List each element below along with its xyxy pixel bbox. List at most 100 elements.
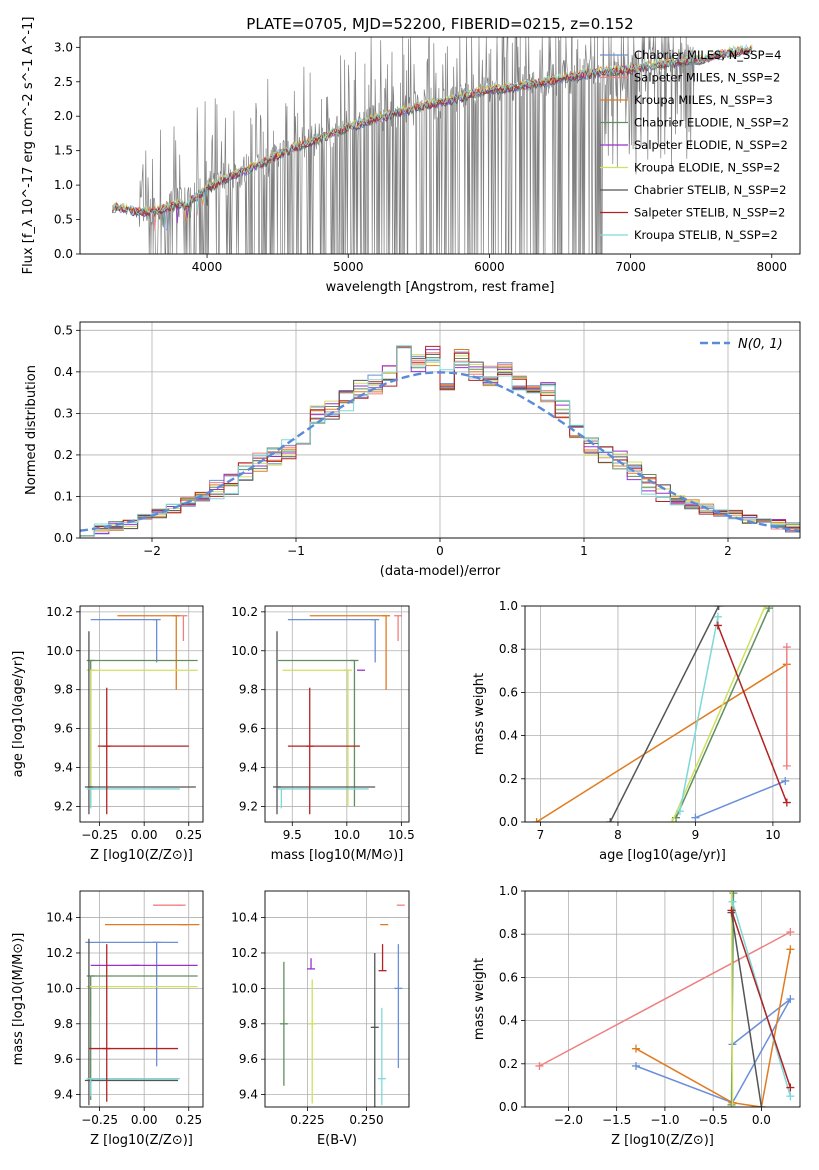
x-tick-label: −1.0 [650, 1113, 679, 1127]
y-tick-label: 10.4 [46, 911, 73, 925]
x-tick-label: 0.250 [349, 1113, 383, 1127]
y-tick-label: 9.4 [54, 761, 73, 775]
crosses [279, 904, 405, 1107]
x-axis-label: Z [log10(Z/Z⊙)] [611, 1133, 714, 1148]
axes-frame [79, 890, 204, 1108]
weight-marker [786, 928, 795, 937]
y-tick-label: 0.2 [499, 1057, 518, 1071]
y-axis-label: Normed distribution [24, 365, 39, 495]
legend-label: Chabrier ELODIE, N_SSP=2 [634, 116, 789, 130]
axes-frame [79, 321, 801, 539]
y-tick-label: 10.0 [231, 644, 258, 658]
y-tick-label: 1.0 [499, 884, 518, 898]
weight-marker [727, 906, 736, 915]
x-axis-label: (data-model)/error [380, 564, 501, 579]
weight-marker [727, 891, 736, 895]
figure-title: PLATE=0705, MJD=52200, FIBERID=0215, z=0… [246, 15, 633, 33]
x-tick-label: 9.5 [283, 828, 302, 842]
weight-line [635, 998, 792, 1104]
x-tick-label: 4000 [192, 260, 223, 274]
y-tick-label: 0.6 [499, 970, 518, 984]
weight-marker [532, 818, 541, 822]
model-line-7 [112, 46, 753, 217]
y-tick-label: 0.2 [499, 772, 518, 786]
weight-marker [782, 643, 791, 652]
x-tick-label: −0.25 [81, 828, 118, 842]
y-tick-label: 10.0 [231, 981, 258, 995]
x-tick-label: 0 [436, 544, 444, 558]
axes-mass-vs-EBV: 0.225 0.250 9.4 9.6 9.8 10.0 10.2 10.4 E(B-V) [231, 890, 410, 1148]
weight-marker [713, 621, 722, 630]
weight-marker [786, 1092, 795, 1101]
model-line-8 [112, 43, 753, 215]
axes-weight-vs-age: 7 8 9 10 0.0 0.2 0.4 0.6 0.8 1.0 age [log10(age/yr… [472, 599, 801, 863]
x-tick-label: 10.5 [388, 828, 415, 842]
y-tick-label: 9.6 [239, 1052, 258, 1066]
y-tick-label: 9.6 [239, 722, 258, 736]
axes-frame [524, 605, 801, 823]
legend-label: Chabrier STELIB, N_SSP=2 [634, 183, 786, 197]
x-tick-label: 1 [580, 544, 588, 558]
y-tick-label: 10.0 [46, 644, 73, 658]
x-tick-label: 6000 [474, 260, 505, 274]
y-tick-label: 0.0 [54, 531, 73, 545]
axes-weight-vs-Z: −2.0 −1.5 −1.0 −0.5 0.0 0.0 0.2 0.4 0.6 0.8 1.0 Z [… [472, 884, 801, 1148]
y-tick-label: 0.5 [54, 323, 73, 337]
weight-marker [786, 995, 795, 1003]
axes-frame [79, 36, 801, 255]
x-tick-label: −0.5 [699, 1113, 728, 1127]
y-tick-label: 1.0 [499, 599, 518, 613]
y-tick-label: 0.1 [54, 489, 73, 503]
y-tick-label: 10.2 [46, 946, 73, 960]
y-tick-label: 0.0 [499, 815, 518, 829]
y-tick-label: 10.2 [46, 605, 73, 619]
weight-lines [535, 891, 795, 1107]
y-tick-label: 9.4 [239, 761, 258, 775]
legend-label: Kroupa STELIB, N_SSP=2 [634, 228, 778, 242]
x-tick-label: −1 [287, 544, 305, 558]
x-tick-label: 10.0 [333, 828, 360, 842]
legend-label: N(0, 1) [738, 337, 783, 352]
crosses [84, 904, 200, 1106]
weight-marker [786, 1083, 795, 1092]
x-tick-label: 0.00 [131, 828, 158, 842]
y-tick-label: 0.4 [54, 365, 73, 379]
legend-label: Kroupa MILES, N_SSP=3 [634, 93, 773, 107]
x-axis-label: wavelength [Angstrom, rest frame] [326, 280, 555, 295]
y-tick-label: 10.4 [231, 911, 258, 925]
weight-line [730, 910, 792, 1088]
weight-line [675, 607, 770, 819]
y-tick-label: 2.5 [54, 75, 73, 89]
weight-marker [691, 813, 700, 822]
y-tick-label: 10.0 [46, 981, 73, 995]
x-tick-label: −0.25 [81, 1113, 118, 1127]
histogram-step-8 [80, 345, 800, 537]
legend: Chabrier MILES, N_SSP=4 Salpeter MILES, N… [600, 48, 789, 242]
x-tick-label: 0.225 [290, 1113, 324, 1127]
y-tick-label: 0.8 [499, 927, 518, 941]
y-tick-label: 9.6 [54, 722, 73, 736]
weight-marker [668, 818, 677, 822]
legend-label: Chabrier MILES, N_SSP=4 [634, 48, 781, 62]
legend-label: Kroupa ELODIE, N_SSP=2 [634, 161, 780, 175]
crosses [273, 615, 403, 815]
weight-marker [782, 798, 791, 807]
y-tick-label: 3.0 [54, 40, 73, 54]
weight-marker [782, 761, 791, 770]
legend-label: Salpeter MILES, N_SSP=2 [634, 71, 780, 85]
axes-frame [264, 890, 410, 1108]
y-tick-label: 0.4 [499, 1014, 518, 1028]
axes-frame [79, 605, 204, 823]
y-tick-label: 1.0 [54, 178, 73, 192]
x-tick-label: −2 [143, 544, 161, 558]
y-tick-label: 0.0 [54, 247, 73, 261]
legend-label: Salpeter STELIB, N_SSP=2 [634, 206, 785, 220]
x-tick-label: −2.0 [554, 1113, 583, 1127]
y-axis-label: mass weight [472, 958, 487, 1040]
weight-line [695, 780, 786, 819]
x-tick-label: 10 [765, 828, 780, 842]
weight-marker [713, 612, 722, 621]
plots-layer: 4000 5000 6000 7000 8000 0.0 0.5 1.0 1.5 2.0 2.5 3.… [11, 17, 801, 1148]
x-tick-label: 8 [614, 828, 622, 842]
